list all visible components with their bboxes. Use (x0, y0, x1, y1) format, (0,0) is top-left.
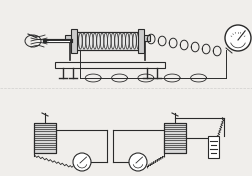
Bar (75, 32, 140, 50)
Bar (164, 123, 186, 153)
Bar (140, 35, 150, 41)
Bar (71, 29, 77, 53)
Bar (138, 29, 144, 53)
Bar (65, 35, 75, 41)
Bar (55, 62, 165, 68)
Bar (207, 136, 218, 158)
Ellipse shape (25, 35, 41, 47)
Circle shape (129, 153, 147, 171)
Bar (34, 123, 56, 153)
Bar (164, 123, 186, 153)
Circle shape (73, 153, 91, 171)
Bar (34, 123, 56, 153)
Bar (75, 32, 140, 50)
Circle shape (225, 25, 251, 51)
